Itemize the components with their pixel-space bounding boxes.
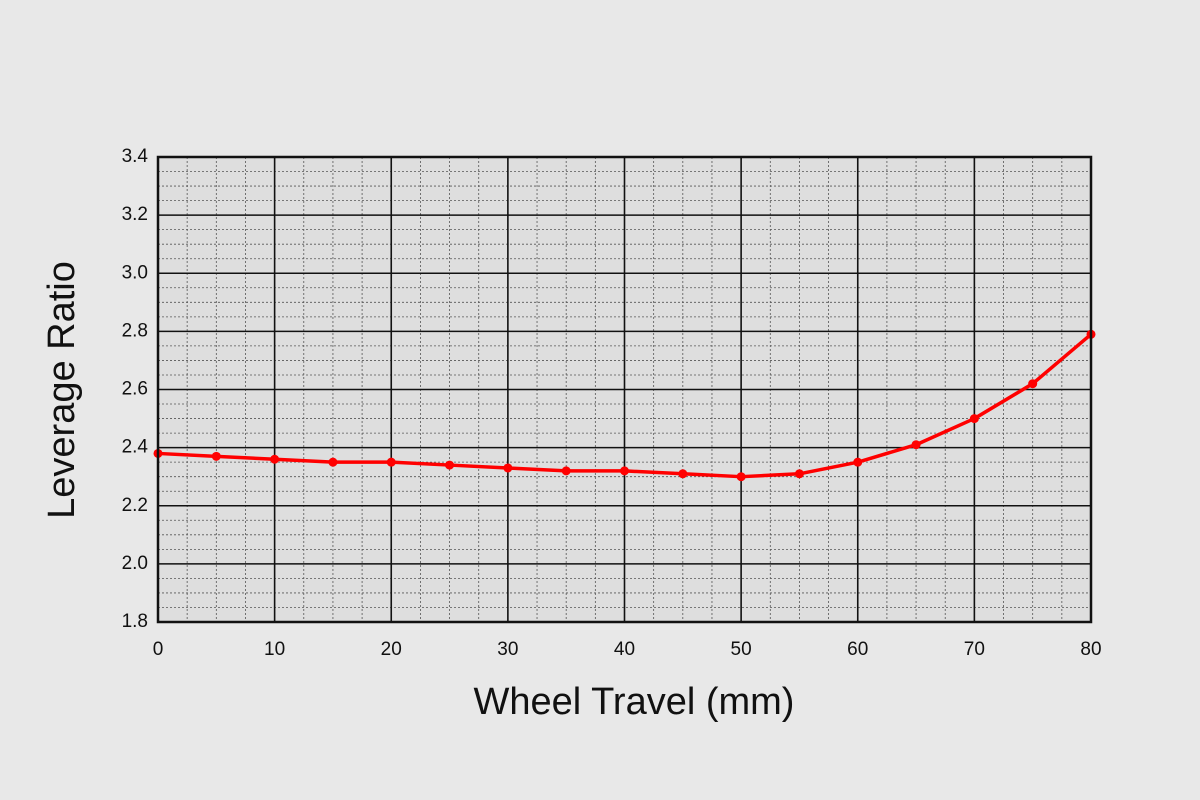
- data-point: [620, 466, 629, 476]
- marks: [153, 329, 1096, 482]
- data-point: [969, 414, 979, 424]
- y-tick-label: 3.0: [122, 262, 148, 283]
- y-tick-label: 2.4: [122, 437, 149, 458]
- data-point: [386, 457, 396, 467]
- data-point: [503, 463, 513, 473]
- y-tick-label: 3.4: [122, 146, 149, 167]
- x-tick-label: 80: [1080, 639, 1101, 660]
- x-tick-label: 20: [381, 639, 402, 660]
- y-tick-label: 1.8: [122, 611, 148, 632]
- x-tick-label: 60: [847, 639, 868, 660]
- y-tick-label: 3.2: [122, 204, 148, 225]
- x-tick-label: 70: [964, 639, 985, 660]
- y-tick-label: 2.6: [122, 379, 148, 400]
- data-point: [853, 457, 863, 467]
- y-tick-label: 2.2: [122, 495, 148, 516]
- data-point: [211, 451, 221, 461]
- x-tick-label: 40: [614, 639, 635, 660]
- data-point: [270, 454, 280, 464]
- x-tick-label: 30: [497, 639, 518, 660]
- data-point: [911, 440, 921, 450]
- x-tick-label: 0: [153, 639, 164, 660]
- data-point: [678, 469, 688, 479]
- data-point: [561, 466, 571, 476]
- data-point: [736, 472, 746, 482]
- data-point: [445, 460, 455, 470]
- data-point: [328, 457, 338, 467]
- y-tick-label: 2.8: [122, 320, 148, 341]
- x-tick-label: 50: [731, 639, 752, 660]
- y-tick-label: 2.0: [122, 553, 148, 574]
- data-point: [1028, 379, 1038, 389]
- x-axis-title: Wheel Travel (mm): [474, 681, 795, 723]
- data-point: [794, 469, 804, 479]
- x-tick-label: 10: [264, 639, 285, 660]
- y-axis-title: Leverage Ratio: [41, 261, 83, 519]
- plot-frame: [156, 155, 1093, 624]
